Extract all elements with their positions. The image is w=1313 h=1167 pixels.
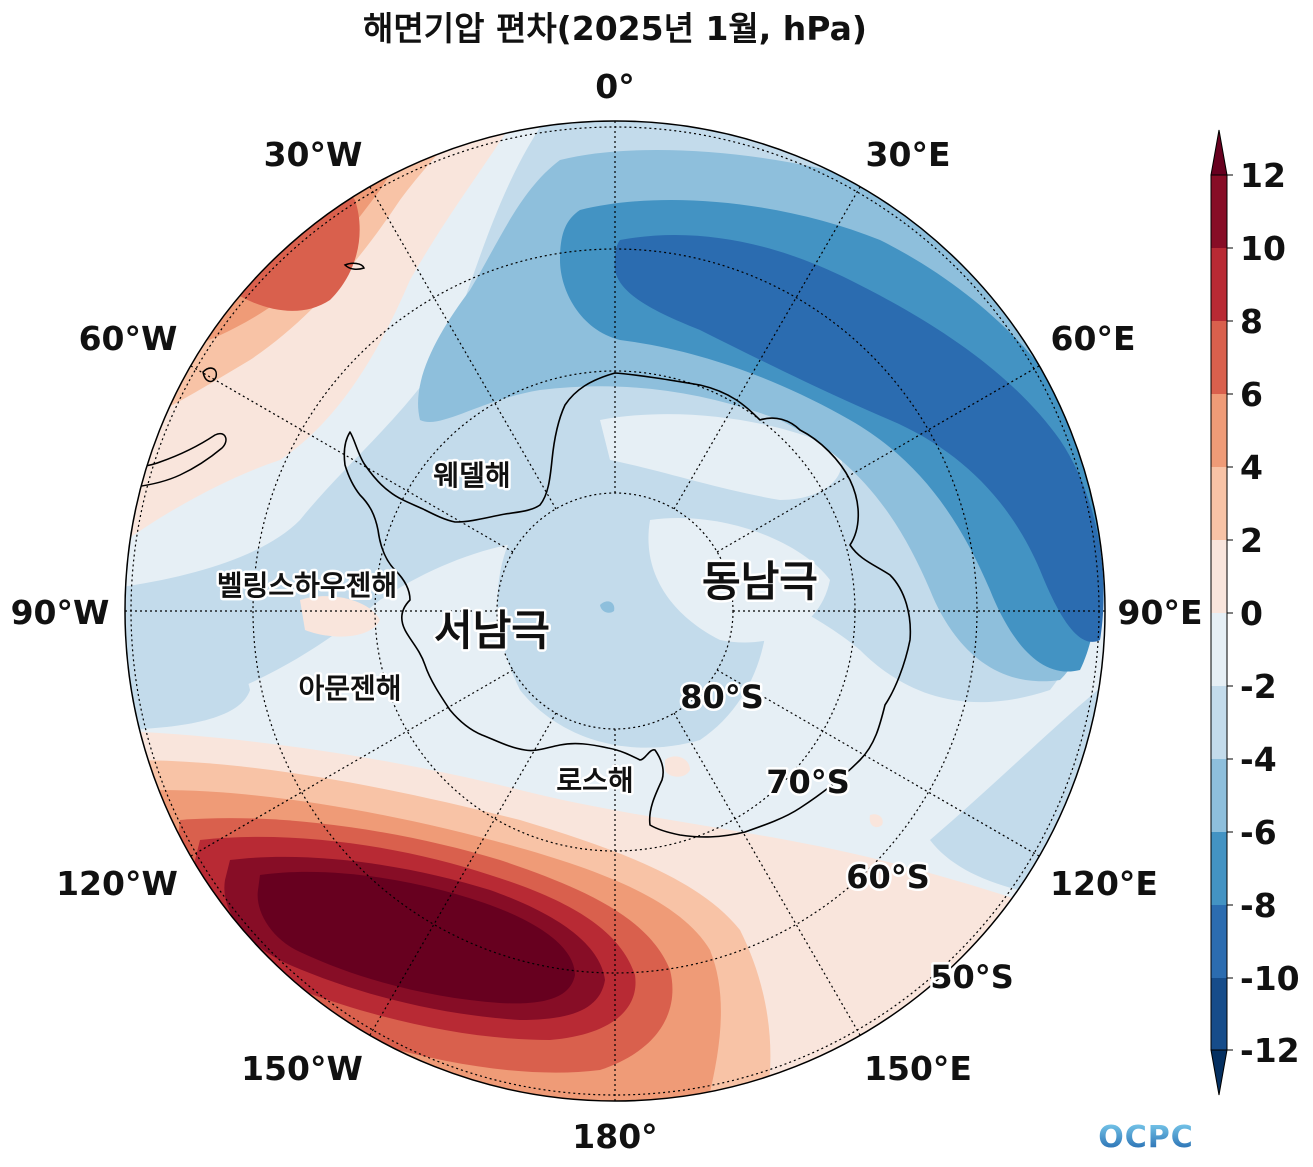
- colorbar-segment-neg10-neg8: [1211, 905, 1227, 978]
- colorbar-label-8: 8: [1240, 302, 1263, 341]
- lon-label-90W: 90°W: [11, 593, 110, 632]
- meridian-30E: [673, 186, 861, 510]
- colorbar-segment-neg2-0: [1211, 613, 1227, 686]
- colorbar-label-6: 6: [1240, 375, 1263, 414]
- colorbar-segment-6-8: [1211, 321, 1227, 394]
- colorbar-label-2: 2: [1240, 521, 1263, 560]
- lon-label-60W: 60°W: [79, 319, 178, 358]
- colorbar-segment-10-12: [1211, 175, 1227, 248]
- colorbar-label-12: 12: [1240, 156, 1286, 195]
- meridian-60W: [190, 365, 514, 553]
- lat-label-60S: 60°S: [846, 858, 930, 896]
- lon-label-90E: 90°E: [1118, 593, 1203, 632]
- lon-label-0: 0°: [595, 67, 634, 106]
- region-label-bellingshausen-sea: 벨링스하우젠해: [217, 569, 397, 602]
- colorbar: 12 10 8 6 4 2 0 -2 -4 -6 -8 -10 -12: [1210, 129, 1300, 1096]
- lon-label-150E: 150°E: [864, 1049, 972, 1088]
- falkland-islands-outline: [202, 367, 218, 383]
- region-label-west-antarctica: 서남극: [434, 606, 550, 655]
- colorbar-segment-4-6: [1211, 394, 1227, 467]
- anomaly-small-patch-2: [869, 814, 883, 828]
- region-label-east-antarctica: 동남극: [702, 557, 818, 606]
- south-georgia-outline: [343, 262, 365, 270]
- lon-label-150W: 150°W: [241, 1049, 363, 1088]
- colorbar-label-neg10: -10: [1240, 959, 1300, 998]
- lat-label-70S: 70°S: [766, 763, 850, 801]
- region-label-amundsen-sea: 아문젠해: [298, 672, 401, 705]
- lon-label-60E: 60°E: [1051, 319, 1136, 358]
- colorbar-ticks: [1227, 174, 1233, 1051]
- meridian-30W: [369, 186, 557, 510]
- lon-label-30W: 30°W: [264, 135, 363, 174]
- colorbar-label-neg8: -8: [1240, 886, 1277, 925]
- ocpc-logo: OCPC: [1098, 1120, 1194, 1155]
- colorbar-segment-neg4-neg2: [1211, 686, 1227, 759]
- region-label-ross-sea: 로스해: [556, 764, 633, 797]
- meridian-60E: [716, 365, 1040, 553]
- longitude-labels: 0° 30°E 60°E 90°E 120°E 150°E 180° 150°W…: [11, 67, 1203, 1156]
- latitude-labels: 80°S 70°S 60°S 50°S: [678, 676, 1017, 999]
- colorbar-label-neg4: -4: [1240, 740, 1277, 779]
- anomaly-sp-above12: [257, 871, 575, 1004]
- map-boundary: [124, 120, 1106, 1102]
- colorbar-label-neg12: -12: [1240, 1031, 1300, 1070]
- lon-label-120W: 120°W: [56, 864, 178, 903]
- colorbar-segment-2-4: [1211, 467, 1227, 540]
- anomaly-bellingshausen-0to2: [300, 596, 380, 637]
- region-labels: 웨델해 벨링스하우젠해 아문젠해 로스해 서남극 동남극: [214, 457, 820, 800]
- meridian-150W: [369, 712, 557, 1036]
- lat-label-80S: 80°S: [680, 678, 764, 716]
- lon-label-180: 180°: [572, 1117, 657, 1156]
- map-title: 해면기압 편차(2025년 1월, hPa): [363, 9, 867, 48]
- lon-label-30E: 30°E: [866, 135, 951, 174]
- colorbar-extend-min: [1210, 1049, 1228, 1096]
- colorbar-extend-max: [1210, 129, 1228, 176]
- lon-label-120E: 120°E: [1050, 864, 1158, 903]
- colorbar-tick-labels: 12 10 8 6 4 2 0 -2 -4 -6 -8 -10 -12: [1240, 156, 1300, 1070]
- antarctica-coastline: [343, 372, 912, 838]
- colorbar-label-neg2: -2: [1240, 667, 1277, 706]
- colorbar-segment-neg12-neg10: [1211, 978, 1227, 1050]
- colorbar-label-0: 0: [1240, 594, 1263, 633]
- colorbar-segment-neg6-neg4: [1211, 759, 1227, 832]
- anomaly-patch-west-neg2-neg4: [125, 600, 250, 730]
- anomaly-patch-plateau-0to-2: [600, 414, 842, 500]
- colorbar-segment-neg8-neg6: [1211, 832, 1227, 905]
- lat-label-50S: 50°S: [930, 958, 1014, 996]
- colorbar-segment-0-2: [1211, 540, 1227, 613]
- meridian-120E: [716, 669, 1040, 857]
- region-label-weddell-sea: 웨델해: [433, 459, 510, 492]
- meridian-150E: [673, 712, 861, 1036]
- latitude-circle-60S: [252, 248, 978, 974]
- colorbar-segment-8-10: [1211, 248, 1227, 321]
- anomaly-ross-small-patch: [665, 756, 690, 777]
- anomaly-pole-small-patch: [600, 601, 615, 613]
- anomaly-band-neg8-neg10: [614, 234, 1104, 642]
- meridian-120W: [190, 669, 514, 857]
- colorbar-label-4: 4: [1240, 448, 1263, 487]
- colorbar-label-10: 10: [1240, 229, 1286, 268]
- meridian-lines: [125, 121, 1105, 1101]
- anomaly-field: [125, 121, 1105, 1101]
- colorbar-label-neg6: -6: [1240, 813, 1277, 852]
